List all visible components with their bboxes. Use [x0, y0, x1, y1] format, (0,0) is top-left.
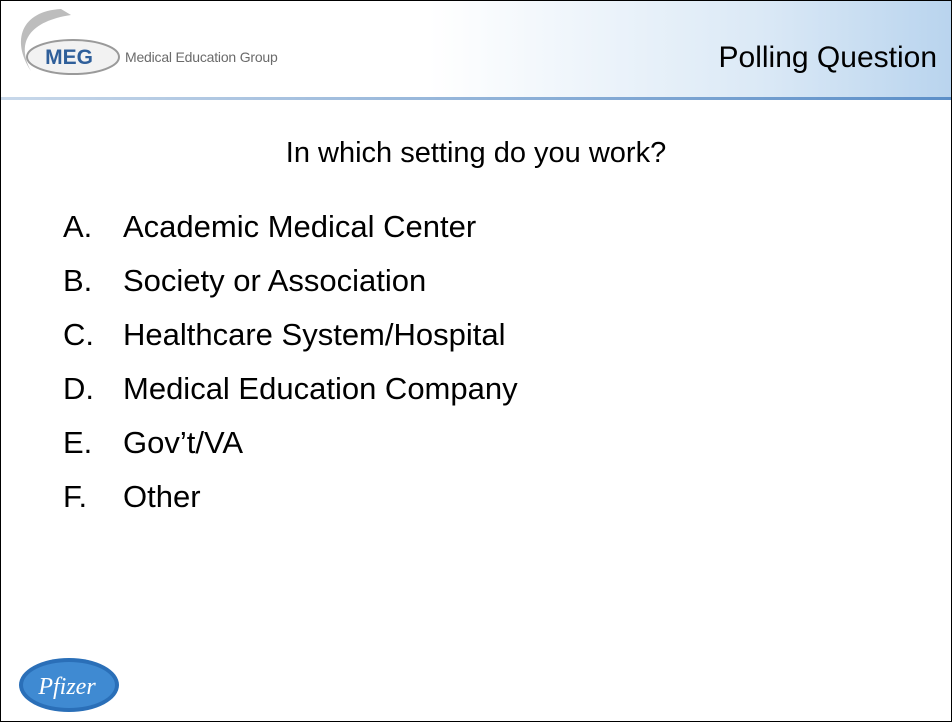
option-letter: D.: [63, 371, 94, 406]
option-letter: E.: [63, 425, 93, 460]
option-text: Medical Education Company: [123, 371, 518, 406]
pfizer-text: Pfizer: [37, 674, 96, 700]
option-text: Gov’t/VA: [123, 425, 244, 460]
option-text: Healthcare System/Hospital: [123, 317, 506, 352]
option-text: Society or Association: [123, 263, 427, 298]
pfizer-logo: Pfizer: [19, 658, 119, 712]
logo-abbr: MEG: [45, 46, 93, 69]
logo-swoosh: [21, 9, 71, 71]
option-text: Academic Medical Center: [123, 209, 477, 244]
option-letter: F.: [63, 479, 88, 514]
option-letter: C.: [63, 317, 94, 352]
option-letter: A.: [63, 209, 93, 244]
meg-logo: MEG: [21, 9, 120, 75]
slide-title: Polling Question: [718, 41, 937, 74]
logo-text: Medical Education Group: [125, 49, 278, 65]
logo-oval: [26, 39, 120, 75]
header-line: [1, 97, 951, 100]
option-text: Other: [123, 479, 201, 514]
option-letter: B.: [63, 263, 93, 298]
pfizer-inner: [23, 662, 115, 708]
question: In which setting do you work?: [285, 137, 667, 169]
header: [1, 1, 951, 97]
